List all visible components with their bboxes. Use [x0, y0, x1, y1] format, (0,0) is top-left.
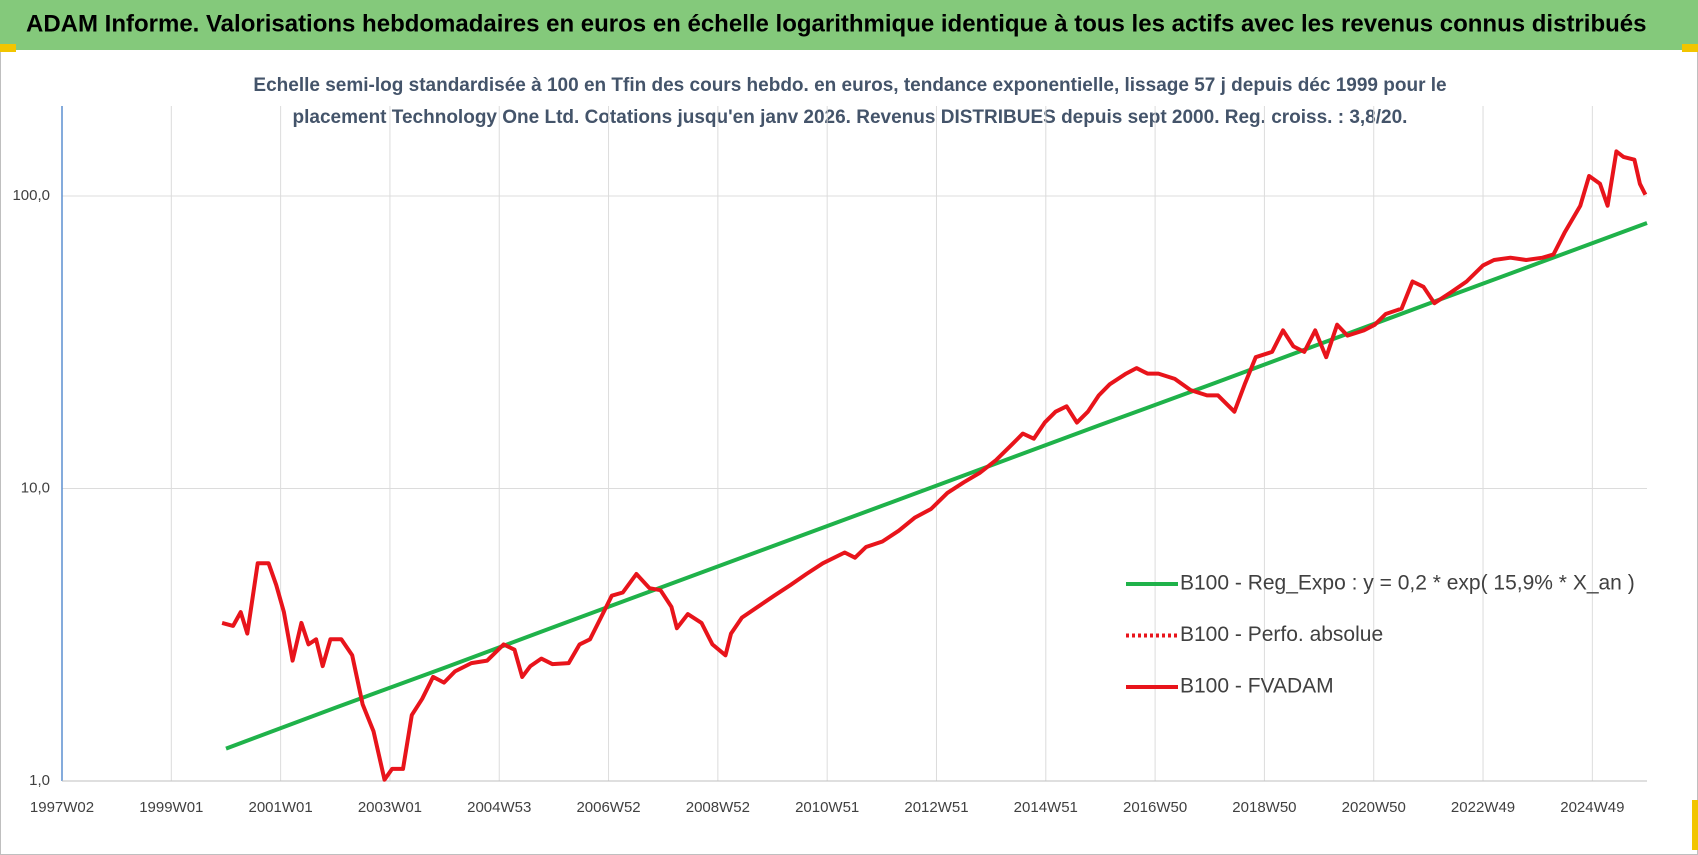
x-tick-label: 2014W51 [1014, 799, 1078, 816]
x-tick-label: 2024W49 [1560, 799, 1624, 816]
series-line [221, 149, 1648, 782]
chart-title: Echelle semi-log standardisée à 100 en T… [253, 75, 1447, 128]
x-tick-label: 1999W01 [139, 799, 203, 816]
x-tick-label: 2016W50 [1123, 799, 1187, 816]
legend-label: B100 - Perfo. absolue [1180, 623, 1383, 646]
x-tick-label: 2022W49 [1451, 799, 1515, 816]
x-tick-label: 2010W51 [795, 799, 859, 816]
x-tick-label: 2003W01 [358, 799, 422, 816]
y-tick-label: 100,0 [12, 187, 50, 204]
corner-mark [0, 44, 16, 52]
header-band [0, 0, 1698, 50]
x-tick-label: 2001W01 [249, 799, 313, 816]
header-title: ADAM Informe. Valorisations hebdomadaire… [26, 10, 1646, 37]
series-line [225, 221, 1648, 751]
corner-mark [1682, 44, 1698, 52]
y-tick-label: 1,0 [29, 772, 50, 789]
x-tick-label: 2020W50 [1342, 799, 1406, 816]
x-tick-label: 1997W02 [30, 799, 94, 816]
x-tick-label: 2006W52 [576, 799, 640, 816]
chart-title-box: Echelle semi-log standardisée à 100 en T… [253, 75, 1447, 128]
legend-label: B100 - Reg_Expo : y = 0,2 * exp( 15,9% *… [1180, 572, 1635, 595]
corner-mark [1692, 800, 1698, 850]
x-tick-label: 2008W52 [686, 799, 750, 816]
x-tick-label: 2018W50 [1232, 799, 1296, 816]
legend-label: B100 - FVADAM [1180, 675, 1334, 698]
x-tick-label: 2012W51 [904, 799, 968, 816]
y-tick-label: 10,0 [21, 479, 50, 496]
x-tick-label: 2004W53 [467, 799, 531, 816]
